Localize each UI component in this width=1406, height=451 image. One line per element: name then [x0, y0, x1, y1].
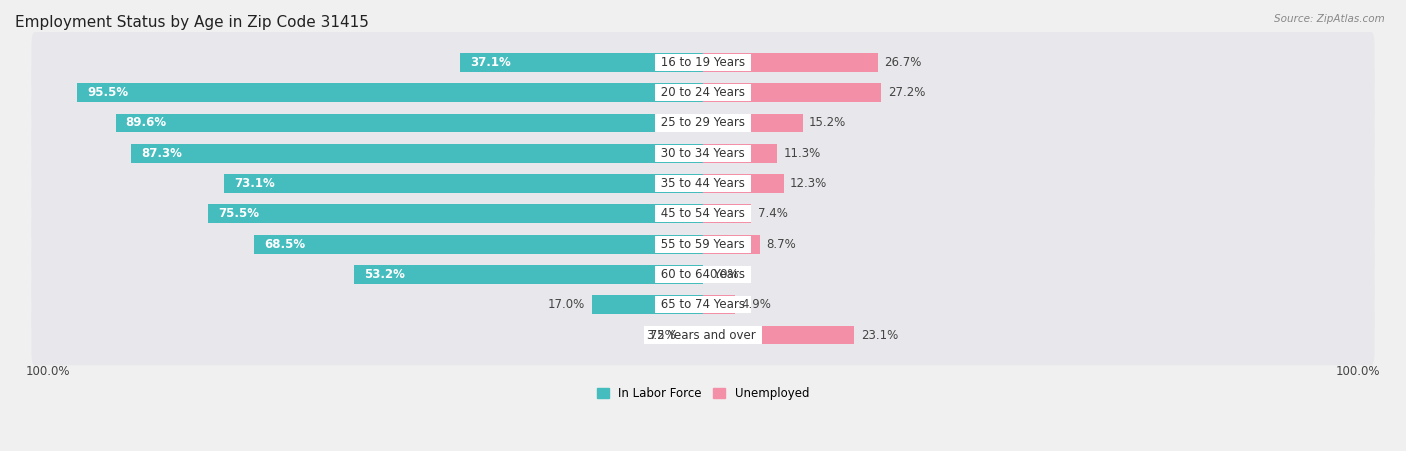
Bar — [703, 204, 751, 223]
Bar — [224, 174, 703, 193]
Text: 27.2%: 27.2% — [887, 86, 925, 99]
FancyBboxPatch shape — [31, 92, 1375, 153]
Bar — [115, 114, 703, 132]
Text: 0.0%: 0.0% — [710, 268, 740, 281]
Text: 35 to 44 Years: 35 to 44 Years — [657, 177, 749, 190]
Bar — [703, 53, 877, 72]
Text: 23.1%: 23.1% — [860, 328, 898, 341]
Bar — [592, 295, 703, 314]
Bar — [460, 53, 703, 72]
FancyBboxPatch shape — [31, 32, 1375, 92]
Bar — [703, 144, 778, 163]
Text: 20 to 24 Years: 20 to 24 Years — [657, 86, 749, 99]
Text: 60 to 64 Years: 60 to 64 Years — [657, 268, 749, 281]
Text: Employment Status by Age in Zip Code 31415: Employment Status by Age in Zip Code 314… — [15, 15, 368, 30]
Bar — [354, 265, 703, 284]
Text: 68.5%: 68.5% — [264, 238, 305, 251]
Text: 12.3%: 12.3% — [790, 177, 827, 190]
Bar — [703, 114, 803, 132]
Text: 37.1%: 37.1% — [470, 56, 510, 69]
Bar — [208, 204, 703, 223]
Text: 73.1%: 73.1% — [233, 177, 274, 190]
Bar — [703, 83, 882, 102]
Bar — [703, 174, 783, 193]
Text: 75.5%: 75.5% — [218, 207, 259, 221]
FancyBboxPatch shape — [31, 184, 1375, 244]
Text: 4.9%: 4.9% — [741, 298, 772, 311]
FancyBboxPatch shape — [31, 305, 1375, 365]
Legend: In Labor Force, Unemployed: In Labor Force, Unemployed — [592, 382, 814, 405]
FancyBboxPatch shape — [31, 123, 1375, 184]
Text: 75 Years and over: 75 Years and over — [647, 328, 759, 341]
Text: 95.5%: 95.5% — [87, 86, 128, 99]
FancyBboxPatch shape — [31, 214, 1375, 275]
FancyBboxPatch shape — [31, 275, 1375, 335]
Text: 45 to 54 Years: 45 to 54 Years — [657, 207, 749, 221]
Text: 65 to 74 Years: 65 to 74 Years — [657, 298, 749, 311]
Text: 30 to 34 Years: 30 to 34 Years — [657, 147, 749, 160]
Text: 8.7%: 8.7% — [766, 238, 796, 251]
Bar — [703, 326, 855, 345]
Text: 3.2%: 3.2% — [645, 328, 675, 341]
Bar — [254, 235, 703, 253]
FancyBboxPatch shape — [31, 62, 1375, 123]
Text: Source: ZipAtlas.com: Source: ZipAtlas.com — [1274, 14, 1385, 23]
FancyBboxPatch shape — [31, 153, 1375, 214]
Bar — [703, 235, 761, 253]
Text: 17.0%: 17.0% — [548, 298, 585, 311]
Bar — [77, 83, 703, 102]
Text: 55 to 59 Years: 55 to 59 Years — [657, 238, 749, 251]
FancyBboxPatch shape — [31, 244, 1375, 305]
Text: 89.6%: 89.6% — [125, 116, 167, 129]
Text: 15.2%: 15.2% — [808, 116, 846, 129]
Bar — [131, 144, 703, 163]
Bar — [682, 326, 703, 345]
Text: 25 to 29 Years: 25 to 29 Years — [657, 116, 749, 129]
Text: 26.7%: 26.7% — [884, 56, 922, 69]
Text: 87.3%: 87.3% — [141, 147, 181, 160]
Text: 11.3%: 11.3% — [783, 147, 821, 160]
Text: 53.2%: 53.2% — [364, 268, 405, 281]
Text: 7.4%: 7.4% — [758, 207, 787, 221]
Text: 16 to 19 Years: 16 to 19 Years — [657, 56, 749, 69]
Bar — [703, 295, 735, 314]
